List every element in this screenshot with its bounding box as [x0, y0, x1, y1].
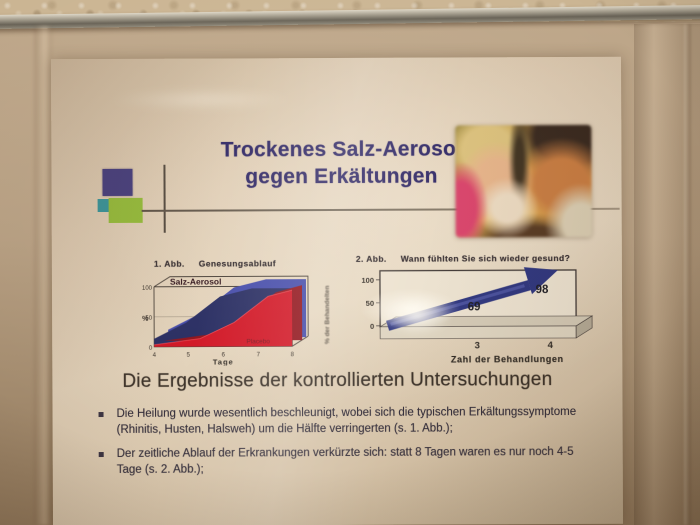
series-label-placebo: Placebo — [246, 338, 270, 345]
wall-right — [634, 24, 700, 525]
chart2-fig-label: 2. Abb. — [355, 253, 387, 264]
frame-right-seam — [684, 24, 691, 525]
y-tick-100: 100 — [142, 286, 153, 292]
chart1-fig-label: 1. Abb. — [153, 258, 185, 269]
results-bullet-list: Die Heilung wurde wesentlich beschleunig… — [98, 405, 599, 488]
list-item: Die Heilung wurde wesentlich beschleunig… — [98, 405, 599, 438]
chart1-labels: Salz-Aerosol Placebo 100 50 0 % 4 5 6 7 … — [142, 277, 295, 367]
frame-mat-edge — [34, 26, 52, 525]
logo-square-purple — [102, 168, 133, 197]
bullet-text-2: Der zeitliche Ablauf der Erkrankungen ve… — [116, 446, 574, 476]
y-axis-label: % — [142, 316, 149, 323]
data-label-98: 98 — [536, 284, 549, 296]
chart2-y-axis-label: % der Behandelten — [323, 285, 332, 345]
x-tick-7: 7 — [257, 352, 261, 358]
chart1-plot: Salz-Aerosol Placebo 100 50 0 % 4 5 6 7 … — [142, 275, 309, 367]
x-tick-6: 6 — [222, 352, 226, 358]
results-heading: Die Ergebnisse der kontrollierten Unters… — [122, 369, 553, 392]
poster: Trockenes Salz-Aerosol gegen Erkältungen… — [50, 56, 624, 525]
x-tick-3: 3 — [475, 340, 480, 351]
logo-square-green — [108, 197, 143, 223]
x-tick-8: 8 — [291, 352, 295, 358]
chart1-title-text: Genesungsablauf — [198, 258, 277, 269]
x-tick-4: 4 — [153, 353, 157, 359]
bullet-text-1: Die Heilung wurde wesentlich beschleunig… — [116, 405, 577, 436]
x-tick-4: 4 — [548, 340, 554, 351]
cold-sufferers-photo — [455, 124, 592, 238]
y-tick-100: 100 — [361, 276, 374, 285]
chart-genesungsablauf: 1. Abb. Genesungsablauf Salz-Aerosol — [140, 258, 345, 371]
bullet-marker-icon — [98, 412, 104, 418]
chart1-title: 1. Abb. Genesungsablauf — [154, 258, 345, 269]
placebo-area — [154, 285, 303, 347]
y-tick-0: 0 — [370, 322, 374, 331]
chart-wieder-gesund: 2. Abb. Wann fühlten Sie sich wieder gesu… — [352, 253, 610, 365]
x-axis-label: Tage — [213, 357, 234, 365]
y-tick-50: 50 — [145, 316, 152, 322]
y-tick-0: 0 — [149, 346, 153, 352]
glass-glare-top — [111, 88, 292, 111]
series-label-salz-aerosol: Salz-Aerosol — [170, 277, 222, 287]
chart2-title: 2. Abb. Wann fühlten Sie sich wieder gesu… — [356, 253, 610, 264]
chart2-title-text: Wann fühlten Sie sich wieder gesund? — [400, 252, 571, 264]
chart2-labels: 100 50 0 69 98 3 4 — [361, 276, 554, 352]
chart2-plot: 100 50 0 69 98 3 4 — [360, 267, 594, 352]
list-item: Der zeitliche Ablauf der Erkrankungen ve… — [98, 445, 599, 478]
x-tick-5: 5 — [187, 353, 191, 359]
bullet-marker-icon — [98, 452, 104, 458]
y-tick-50: 50 — [366, 299, 374, 308]
data-label-69: 69 — [468, 301, 481, 313]
